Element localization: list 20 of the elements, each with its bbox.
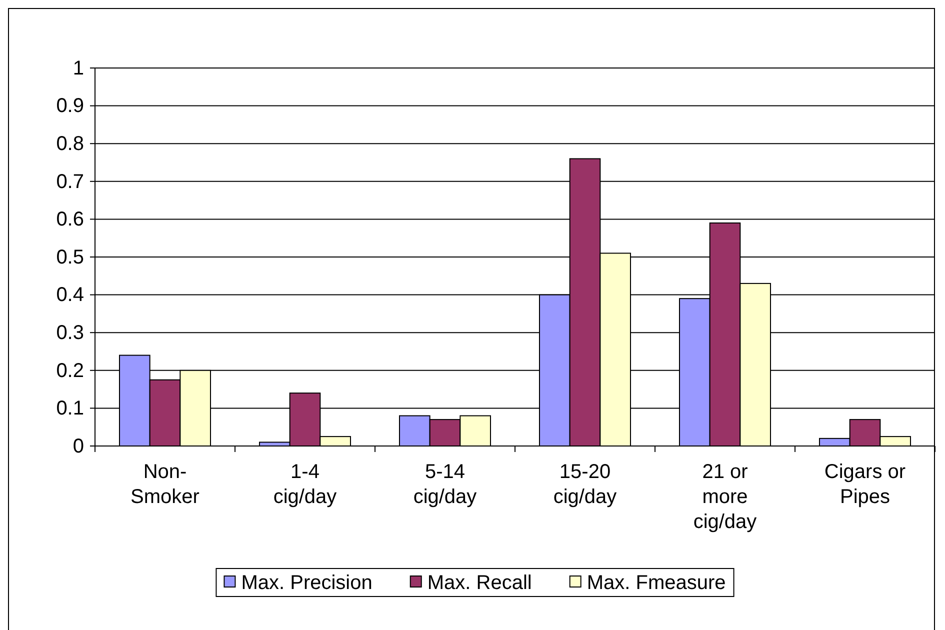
x-tick-label: 21 or more cig/day	[693, 461, 757, 533]
y-tick-label: 1	[72, 57, 84, 80]
x-tick-label: Cigars or Pipes	[824, 461, 906, 508]
y-tick-label: 0.8	[56, 133, 84, 155]
x-tick-label: Non- Smoker	[130, 461, 200, 508]
y-tick-label: 0.3	[56, 322, 84, 344]
y-tick-label: 0.4	[56, 284, 84, 306]
y-tick-label: 0.7	[56, 170, 84, 193]
legend-label: Max. Recall	[427, 572, 532, 594]
y-tick-label: 0.9	[56, 95, 84, 118]
x-tick-label: 1-4 cig/day	[273, 461, 337, 508]
legend-label: Max. Fmeasure	[586, 572, 726, 594]
y-tick-label: 0.5	[56, 246, 84, 268]
x-tick-label: 5-14 cig/day	[413, 461, 477, 508]
y-tick-label: 0	[72, 435, 84, 458]
legend-label: Max. Precision	[241, 572, 372, 594]
y-tick-label: 0.6	[56, 208, 84, 231]
y-tick-label: 0.2	[56, 360, 84, 382]
x-tick-label: 15-20 cig/day	[553, 461, 617, 508]
y-tick-label: 0.1	[56, 398, 84, 420]
